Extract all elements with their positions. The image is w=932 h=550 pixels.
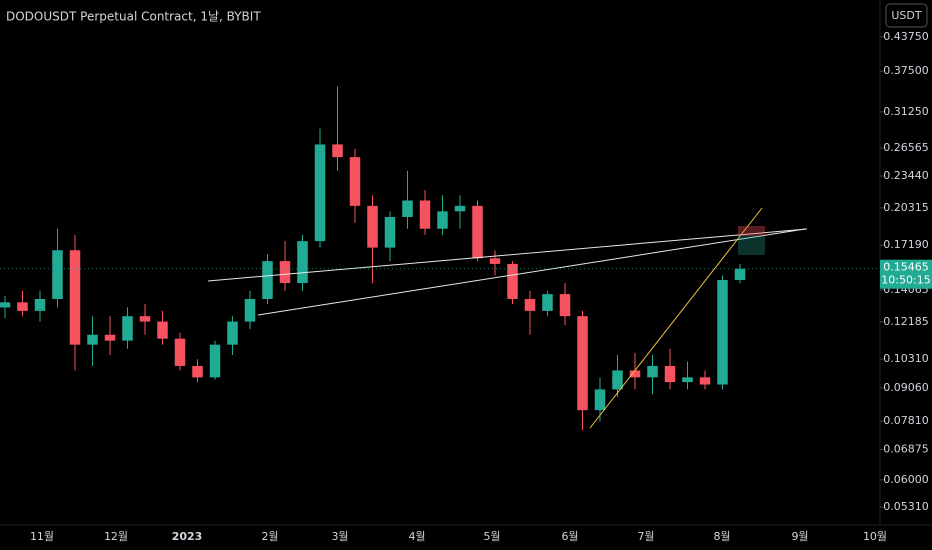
y-tick-label: 0.06875 (883, 442, 929, 455)
candle-body (104, 334, 116, 341)
x-tick-label: 6월 (561, 530, 578, 543)
position-stop (738, 226, 765, 236)
trend-line (589, 207, 763, 429)
y-tick-label: 0.26565 (883, 141, 929, 154)
currency-label[interactable]: USDT (891, 9, 922, 22)
candle-body (507, 263, 518, 300)
candle-body (157, 321, 168, 339)
x-tick-label: 11월 (30, 530, 54, 543)
candle-body (489, 258, 501, 264)
candle-body (542, 294, 553, 311)
last-price-label: 0.15465 (883, 261, 929, 274)
y-tick-label: 0.06000 (883, 473, 929, 486)
x-tick-label: 5월 (483, 530, 500, 543)
candle-body (122, 316, 133, 341)
candle-body (139, 316, 151, 322)
trend-line (257, 228, 806, 316)
currency-button[interactable] (885, 3, 928, 28)
x-tick-label: 3월 (331, 530, 348, 543)
candle-body (734, 268, 746, 281)
candle-body (699, 377, 711, 385)
x-tick-label: 12월 (104, 530, 128, 543)
candle-body (577, 316, 588, 411)
x-tick-label: 2월 (261, 530, 278, 543)
candle-body (314, 144, 326, 242)
candle-body (87, 334, 98, 345)
candle-body (279, 261, 291, 284)
y-tick-label: 0.10310 (883, 352, 929, 365)
candle-body (682, 377, 693, 383)
y-tick-label: 0.20315 (883, 201, 929, 214)
y-tick-label: 0.07810 (883, 414, 929, 427)
candle-body (52, 250, 63, 300)
candle-body (209, 344, 221, 378)
candle-body (472, 205, 483, 259)
candle-body (594, 389, 606, 411)
candle-body (664, 365, 676, 383)
candle-body (647, 365, 658, 378)
candle-body (612, 370, 623, 390)
x-tick-label: 10월 (863, 530, 887, 543)
candle-body (262, 261, 273, 300)
candle-body (192, 365, 203, 378)
candle-body (17, 302, 28, 311)
x-tick-label: 7월 (637, 530, 654, 543)
candle-body (0, 302, 11, 308)
x-tick-label: 2023 (172, 530, 203, 543)
candle-body (559, 294, 571, 317)
y-tick-label: 0.05310 (883, 500, 929, 513)
candle-body (454, 205, 466, 212)
candle-body (34, 299, 46, 311)
chart-title: DODOUSDT Perpetual Contract, 1날, BYBIT (6, 10, 261, 24)
y-tick-label: 0.09060 (883, 381, 929, 394)
candle-body (524, 299, 536, 311)
candle-body (367, 205, 378, 248)
candle-body (629, 370, 641, 378)
y-tick-label: 0.43750 (883, 30, 929, 43)
x-tick-label: 8월 (713, 530, 730, 543)
y-tick-label: 0.37500 (883, 64, 929, 77)
x-tick-label: 4월 (408, 530, 425, 543)
trend-line (207, 228, 808, 282)
candle-body (69, 250, 81, 345)
candle-body (349, 157, 361, 206)
position-target (738, 236, 765, 255)
candle-body (384, 217, 396, 248)
x-tick-label: 9월 (791, 530, 808, 543)
candle-body (297, 241, 308, 284)
y-tick-label: 0.31250 (883, 105, 929, 118)
y-tick-label: 0.12185 (883, 315, 929, 328)
candle-body (174, 338, 186, 366)
candle-body (402, 200, 413, 218)
candle-body (332, 144, 343, 158)
candle-body (717, 280, 728, 385)
y-tick-label: 0.17190 (883, 238, 929, 251)
countdown-label: 10:50:15 (881, 274, 930, 287)
candles (0, 86, 746, 431)
candle-body (227, 321, 238, 345)
candle-body (419, 200, 431, 229)
candle-body (244, 299, 256, 322)
y-tick-label: 0.23440 (883, 169, 929, 182)
candle-body (437, 211, 448, 229)
last-price-box (880, 259, 932, 289)
